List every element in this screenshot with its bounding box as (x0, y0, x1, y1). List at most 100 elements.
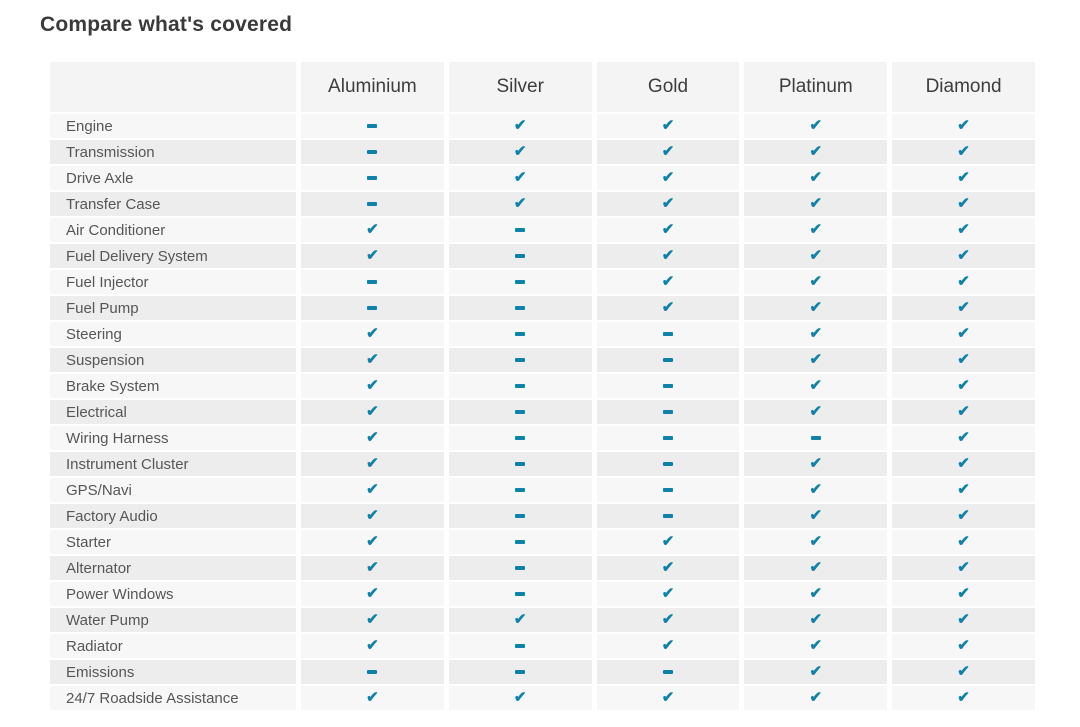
coverage-cell: ✔ (744, 452, 888, 476)
check-icon: ✔ (809, 506, 823, 524)
row-label: Transmission (50, 140, 296, 164)
coverage-cell: ✔ (448, 192, 592, 216)
coverage-cell: ✔ (596, 608, 740, 632)
check-icon: ✔ (809, 272, 823, 290)
coverage-cell: ✔ (892, 270, 1035, 294)
check-icon: ✔ (809, 142, 823, 160)
coverage-cell: ✔ (892, 686, 1035, 710)
check-icon: ✔ (957, 506, 970, 524)
coverage-cell (301, 270, 444, 294)
coverage-cell: ✔ (744, 686, 888, 710)
coverage-cell: ✔ (596, 530, 740, 554)
row-label: Suspension (50, 348, 296, 372)
coverage-cell: ✔ (596, 166, 740, 190)
check-icon: ✔ (513, 116, 527, 134)
coverage-cell: ✔ (448, 140, 592, 164)
row-label: Air Conditioner (50, 218, 296, 242)
check-icon: ✔ (661, 532, 675, 550)
minus-icon (662, 358, 673, 362)
coverage-cell: ✔ (744, 478, 888, 502)
check-icon: ✔ (366, 480, 379, 498)
row-label: Water Pump (50, 608, 296, 632)
coverage-cell: ✔ (301, 478, 444, 502)
column-header-diamond: Diamond (892, 62, 1035, 112)
coverage-cell: ✔ (744, 556, 888, 580)
check-icon: ✔ (957, 610, 970, 628)
coverage-cell: ✔ (596, 140, 740, 164)
check-icon: ✔ (809, 636, 823, 654)
check-icon: ✔ (809, 376, 823, 394)
coverage-cell: ✔ (596, 192, 740, 216)
coverage-cell: ✔ (892, 608, 1035, 632)
check-icon: ✔ (513, 610, 527, 628)
coverage-cell: ✔ (744, 270, 888, 294)
check-icon: ✔ (661, 636, 675, 654)
coverage-cell: ✔ (892, 582, 1035, 606)
minus-icon (515, 462, 526, 466)
row-label: 24/7 Roadside Assistance (50, 686, 296, 710)
coverage-cell: ✔ (596, 296, 740, 320)
check-icon: ✔ (661, 142, 675, 160)
check-icon: ✔ (661, 194, 675, 212)
coverage-cell: ✔ (596, 634, 740, 658)
check-icon: ✔ (957, 636, 970, 654)
row-label: Brake System (50, 374, 296, 398)
minus-icon (515, 228, 526, 232)
coverage-cell: ✔ (301, 400, 444, 424)
coverage-cell: ✔ (892, 556, 1035, 580)
coverage-cell: ✔ (892, 426, 1035, 450)
column-header-gold: Gold (596, 62, 740, 112)
coverage-cell: ✔ (301, 244, 444, 268)
coverage-cell: ✔ (892, 530, 1035, 554)
comparison-table: Aluminium Silver Gold Platinum Diamond Engine… (50, 62, 1035, 710)
check-icon: ✔ (957, 194, 970, 212)
check-icon: ✔ (957, 142, 970, 160)
page-title: Compare what's covered (40, 13, 293, 36)
coverage-cell (596, 504, 740, 528)
coverage-cell (301, 166, 444, 190)
coverage-cell (448, 452, 592, 476)
minus-icon (367, 306, 378, 310)
coverage-cell: ✔ (448, 608, 592, 632)
column-header-platinum: Platinum (744, 62, 888, 112)
check-icon: ✔ (809, 324, 823, 342)
check-icon: ✔ (661, 298, 675, 316)
minus-icon (367, 280, 378, 284)
coverage-cell (596, 322, 740, 346)
check-icon: ✔ (809, 558, 823, 576)
coverage-cell (301, 192, 444, 216)
minus-icon (515, 384, 526, 388)
check-icon: ✔ (957, 350, 970, 368)
coverage-cell (448, 478, 592, 502)
row-label: Fuel Pump (50, 296, 296, 320)
check-icon: ✔ (957, 298, 970, 316)
check-icon: ✔ (366, 324, 379, 342)
minus-icon (662, 410, 673, 414)
minus-icon (515, 670, 526, 674)
coverage-cell: ✔ (301, 582, 444, 606)
check-icon: ✔ (809, 454, 823, 472)
row-label: Alternator (50, 556, 296, 580)
check-icon: ✔ (809, 662, 823, 680)
minus-icon (515, 540, 526, 544)
coverage-cell (596, 348, 740, 372)
check-icon: ✔ (513, 688, 527, 706)
coverage-cell: ✔ (744, 140, 888, 164)
coverage-cell (301, 114, 444, 138)
coverage-cell: ✔ (596, 556, 740, 580)
row-label: Electrical (50, 400, 296, 424)
minus-icon (662, 488, 673, 492)
coverage-cell: ✔ (301, 426, 444, 450)
minus-icon (515, 592, 526, 596)
minus-icon (662, 514, 673, 518)
check-icon: ✔ (366, 350, 379, 368)
coverage-cell: ✔ (744, 530, 888, 554)
coverage-cell: ✔ (892, 244, 1035, 268)
minus-icon (515, 566, 526, 570)
check-icon: ✔ (957, 584, 970, 602)
row-label: Emissions (50, 660, 296, 684)
coverage-cell: ✔ (596, 218, 740, 242)
coverage-cell: ✔ (892, 322, 1035, 346)
coverage-cell (596, 400, 740, 424)
check-icon: ✔ (366, 220, 379, 238)
